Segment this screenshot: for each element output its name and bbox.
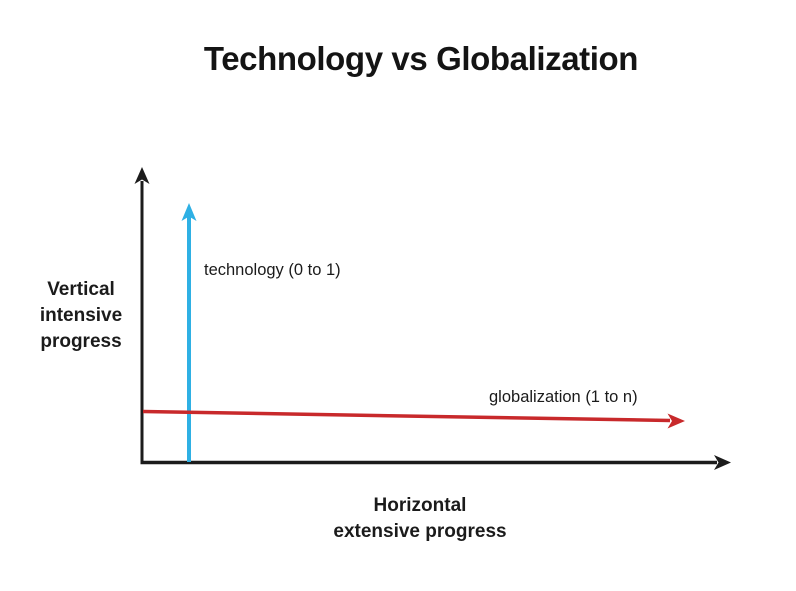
globalization-arrow [142,409,671,423]
x-axis-label: Horizontal extensive progress [270,493,570,545]
technology-arrow-label: technology (0 to 1) [204,261,341,279]
x-axis-arrowhead-icon [714,455,731,470]
x-axis-label-line: extensive progress [333,521,507,542]
y-axis-label-line: intensive [39,305,123,326]
slide-title: Technology vs Globalization [203,40,639,77]
y-axis-arrowhead-icon [134,167,150,184]
y-axis-label: Vertical intensive progress [21,277,141,355]
x-axis-label-line: Horizontal [373,495,467,516]
technology-arrowhead-icon [181,203,197,221]
globalization-arrowhead-icon [667,413,685,429]
globalization-arrow-label: globalization (1 to n) [489,388,638,406]
y-axis-label-line: Vertical [47,279,115,300]
y-axis-label-line: progress [40,331,122,352]
